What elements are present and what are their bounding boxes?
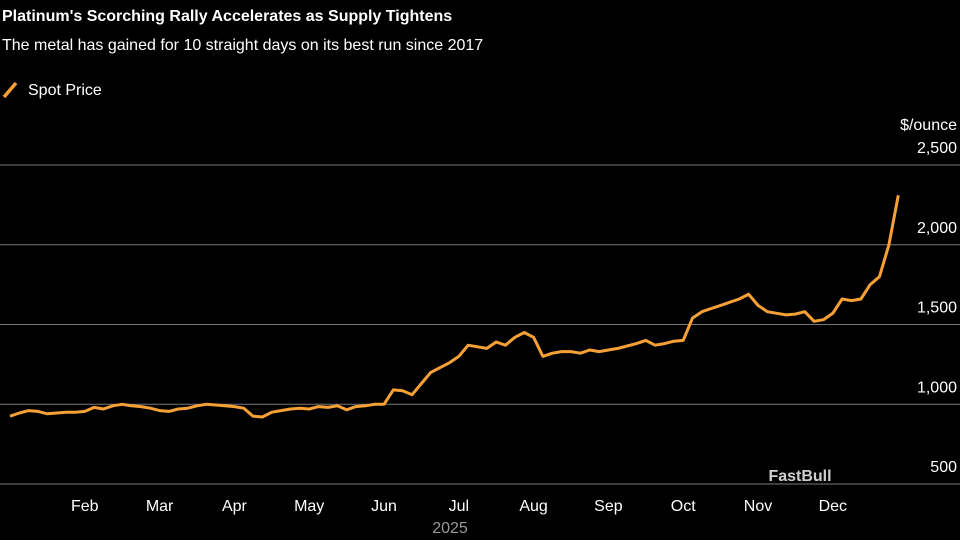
- x-tick-label: May: [294, 498, 324, 515]
- y-tick-label: 1,000: [917, 379, 957, 396]
- x-tick-label: Feb: [71, 498, 99, 515]
- y-tick-label: 2,000: [917, 220, 957, 237]
- x-tick-label: Dec: [819, 498, 847, 515]
- watermark: FastBull: [768, 468, 831, 485]
- x-tick-label: Mar: [146, 498, 174, 515]
- x-tick-label: Apr: [222, 498, 248, 515]
- x-tick-label: Oct: [671, 498, 696, 515]
- x-tick-label: Nov: [744, 498, 772, 515]
- x-tick-label: Aug: [519, 498, 547, 515]
- x-tick-label: Sep: [594, 498, 623, 515]
- chart-title: Platinum's Scorching Rally Accelerates a…: [2, 8, 452, 25]
- price-line: [9, 195, 900, 419]
- y-tick-label: 2,500: [917, 140, 957, 157]
- y-tick-label: 500: [930, 459, 957, 476]
- legend-label: Spot Price: [28, 82, 102, 99]
- x-year-label: 2025: [432, 520, 468, 537]
- y-unit: $/ounce: [900, 117, 957, 134]
- chart-subtitle: The metal has gained for 10 straight day…: [2, 37, 483, 54]
- y-tick-label: 1,500: [917, 300, 957, 317]
- x-tick-label: Jul: [449, 498, 469, 515]
- legend-swatch: [2, 81, 18, 99]
- x-tick-label: Jun: [371, 498, 397, 515]
